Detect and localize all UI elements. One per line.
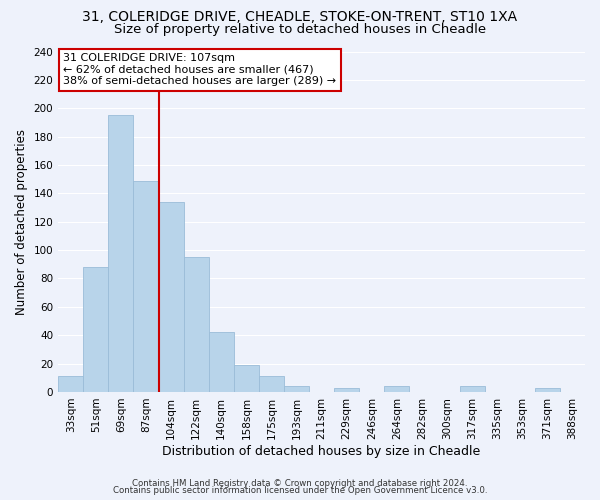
Bar: [334, 388, 359, 392]
Bar: [184, 257, 209, 392]
Bar: [83, 267, 109, 392]
X-axis label: Distribution of detached houses by size in Cheadle: Distribution of detached houses by size …: [163, 444, 481, 458]
Bar: [209, 332, 234, 392]
Bar: [58, 376, 83, 392]
Text: 31, COLERIDGE DRIVE, CHEADLE, STOKE-ON-TRENT, ST10 1XA: 31, COLERIDGE DRIVE, CHEADLE, STOKE-ON-T…: [82, 10, 518, 24]
Text: Contains public sector information licensed under the Open Government Licence v3: Contains public sector information licen…: [113, 486, 487, 495]
Bar: [109, 116, 133, 392]
Bar: [133, 180, 158, 392]
Bar: [284, 386, 309, 392]
Bar: [158, 202, 184, 392]
Bar: [385, 386, 409, 392]
Bar: [234, 365, 259, 392]
Text: Contains HM Land Registry data © Crown copyright and database right 2024.: Contains HM Land Registry data © Crown c…: [132, 478, 468, 488]
Bar: [259, 376, 284, 392]
Y-axis label: Number of detached properties: Number of detached properties: [15, 128, 28, 314]
Bar: [460, 386, 485, 392]
Bar: [535, 388, 560, 392]
Text: 31 COLERIDGE DRIVE: 107sqm
← 62% of detached houses are smaller (467)
38% of sem: 31 COLERIDGE DRIVE: 107sqm ← 62% of deta…: [64, 53, 337, 86]
Text: Size of property relative to detached houses in Cheadle: Size of property relative to detached ho…: [114, 22, 486, 36]
